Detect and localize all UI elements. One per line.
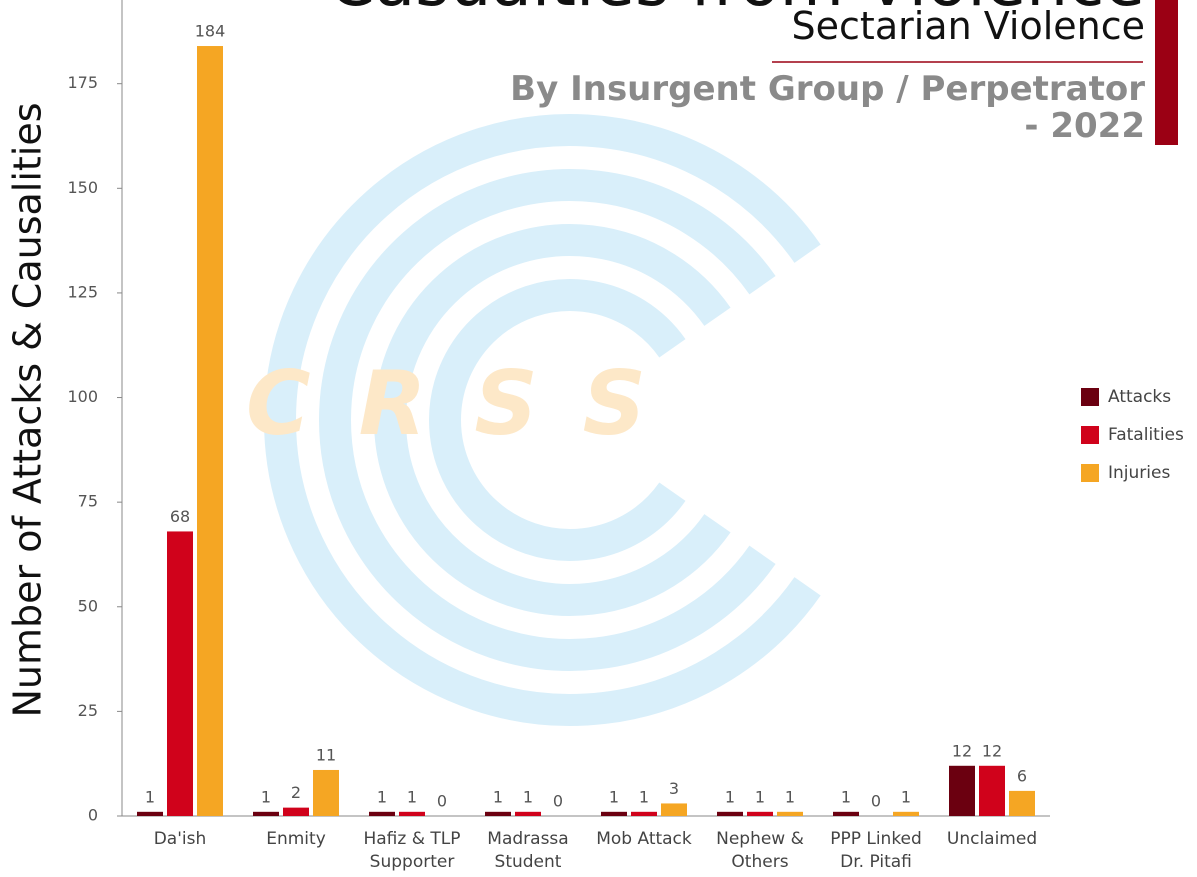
bar: [949, 765, 975, 816]
bar: [485, 811, 511, 816]
legend-label: Fatalities: [1108, 425, 1184, 445]
bar: [283, 807, 309, 816]
y-tick-label: 50: [78, 596, 98, 615]
x-tick-label: PPP Linked Dr. Pitafi: [830, 829, 922, 872]
value-label: 1: [901, 787, 911, 806]
bar: [253, 811, 279, 816]
bar: [369, 811, 395, 816]
legend-label: Attacks: [1108, 387, 1171, 407]
value-label: 1: [755, 787, 765, 806]
value-label: 1: [377, 787, 387, 806]
y-tick-label: 25: [78, 701, 98, 720]
x-tick-label: Nephew & Others: [716, 829, 804, 872]
bar: [197, 46, 223, 817]
bar: [167, 531, 193, 816]
bar: [399, 811, 425, 816]
y-tick-label: 0: [88, 806, 98, 825]
y-tick-label: 100: [67, 387, 98, 406]
x-tick-label: Da'ish: [153, 829, 207, 849]
value-label: 1: [609, 787, 619, 806]
value-label: 1: [841, 787, 851, 806]
watermark-text: CRSS: [246, 352, 694, 455]
x-tick-label: Unclaimed: [946, 829, 1038, 849]
bar: [515, 811, 541, 816]
accent-bar: [1155, 0, 1178, 145]
value-label: 11: [316, 745, 336, 764]
bar: [717, 811, 743, 816]
value-label: 184: [195, 22, 226, 41]
bar: [313, 769, 339, 816]
bar: [893, 811, 919, 816]
bar: [777, 811, 803, 816]
bar: [1009, 790, 1035, 816]
x-tick-label: Enmity: [266, 829, 326, 849]
value-label: 1: [145, 787, 155, 806]
x-tick-label: Mob Attack: [596, 829, 692, 849]
y-axis-title: Number of Attacks & Causalities: [6, 102, 50, 717]
value-label: 2: [291, 783, 301, 802]
bar: [661, 803, 687, 816]
bar: [137, 811, 163, 816]
bar: [601, 811, 627, 816]
y-tick-label: 125: [67, 282, 98, 301]
value-label: 1: [725, 787, 735, 806]
bar: [631, 811, 657, 816]
y-tick-label: 175: [67, 73, 98, 92]
value-label: 68: [170, 507, 190, 526]
value-label: 0: [437, 792, 447, 811]
watermark: [264, 114, 821, 726]
y-tick-label: 150: [67, 178, 98, 197]
bar: [747, 811, 773, 816]
watermark-arc: [429, 279, 686, 561]
legend-swatch: [1081, 426, 1099, 444]
watermark-arc: [264, 114, 821, 726]
value-label: 1: [493, 787, 503, 806]
value-label: 1: [639, 787, 649, 806]
bar: [979, 765, 1005, 816]
chart-subtitle: Sectarian Violence: [791, 4, 1145, 48]
value-label: 1: [261, 787, 271, 806]
bar: [833, 811, 859, 816]
watermark-arc: [319, 169, 776, 671]
y-tick-label: 75: [78, 492, 98, 511]
chart-title: Casualties from Violence: [329, 0, 1145, 18]
legend-swatch: [1081, 464, 1099, 482]
watermark-arc: [374, 224, 731, 616]
value-label: 0: [871, 792, 881, 811]
value-label: 0: [553, 792, 563, 811]
value-label: 12: [952, 741, 972, 760]
x-tick-label: Madrassa Student: [487, 829, 569, 872]
legend-swatch: [1081, 388, 1099, 406]
value-label: 12: [982, 741, 1002, 760]
chart-subtitle-2: By Insurgent Group / Perpetrator - 2022: [510, 69, 1145, 146]
x-tick-label: Hafiz & TLP Supporter: [363, 829, 461, 872]
legend-label: Injuries: [1108, 463, 1170, 483]
value-label: 1: [407, 787, 417, 806]
value-label: 3: [669, 779, 679, 798]
value-label: 6: [1017, 766, 1027, 785]
value-label: 1: [523, 787, 533, 806]
value-label: 1: [785, 787, 795, 806]
